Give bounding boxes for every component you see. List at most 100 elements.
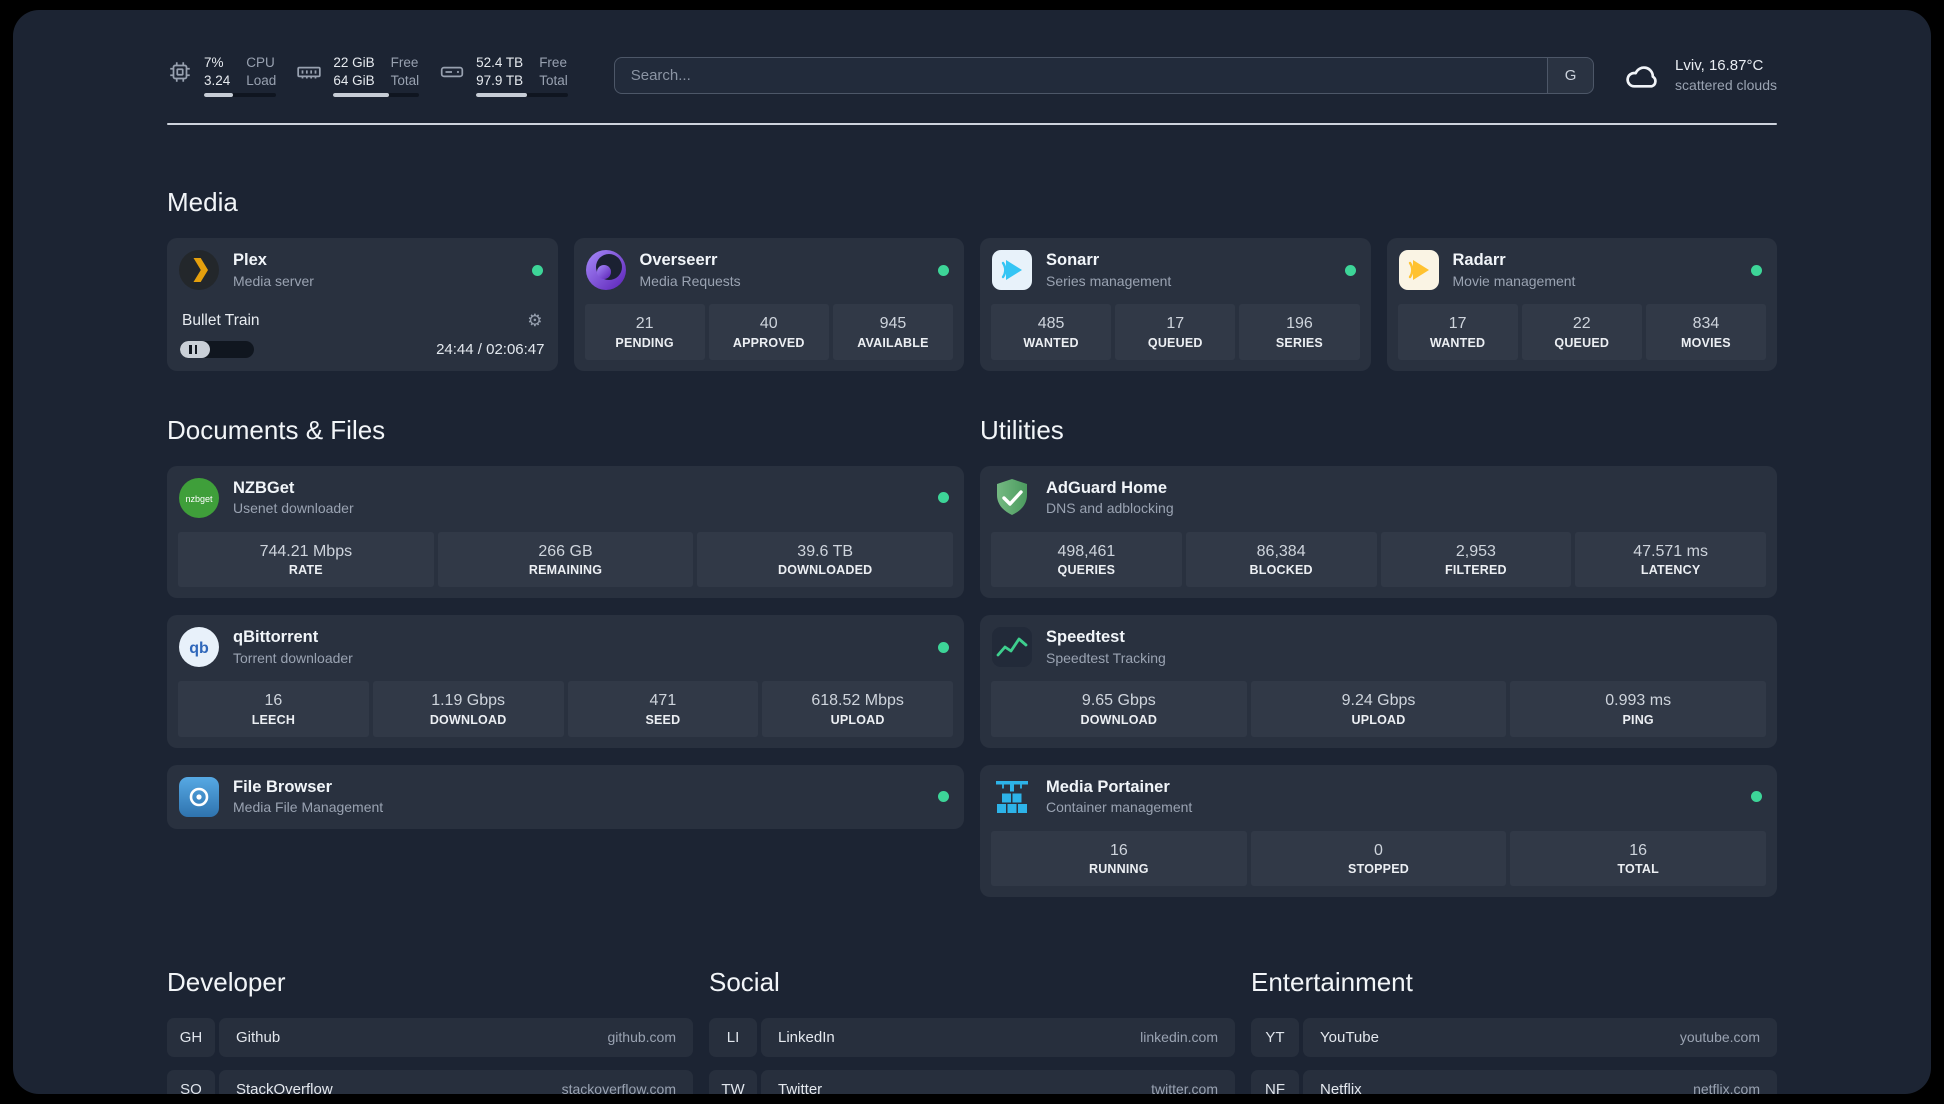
stat-label: QUERIES [1057, 563, 1116, 578]
service-subtitle: Media server [233, 272, 314, 289]
stat-value: 16 [1629, 841, 1648, 859]
weather-condition: scattered clouds [1675, 77, 1777, 94]
bookmark-name: LinkedIn [778, 1028, 835, 1046]
bookmark-name: Twitter [778, 1080, 823, 1094]
stat-tile: 16 RUNNING [991, 830, 1247, 886]
bookmark-link[interactable]: LinkedIn linkedin.com [761, 1017, 1235, 1057]
service-name: AdGuard Home [1046, 478, 1168, 497]
memory-icon [297, 66, 322, 79]
status-dot [938, 791, 949, 802]
cpu-load-label: Load [246, 72, 277, 88]
stat-value: 0.993 ms [1605, 692, 1672, 710]
service-name: Media Portainer [1046, 777, 1170, 796]
service-name: Sonarr [1046, 251, 1100, 270]
bookmark-abbr[interactable]: LI [709, 1017, 757, 1057]
bookmark-link[interactable]: Netflix netflix.com [1303, 1069, 1777, 1094]
stat-tile: 9.24 Gbps UPLOAD [1250, 681, 1507, 737]
stat-tile: 17 QUEUED [1115, 304, 1236, 360]
service-name: Speedtest [1046, 628, 1125, 647]
portainer-service-link[interactable]: Media Portainer Container management [991, 776, 1766, 818]
search-input[interactable] [614, 58, 1548, 94]
search-provider-button[interactable]: G [1547, 58, 1594, 94]
service-subtitle: Container management [1046, 799, 1193, 816]
stat-label: LATENCY [1640, 563, 1701, 578]
bookmark-link[interactable]: Github github.com [219, 1017, 693, 1057]
stat-tile: 40 APPROVED [708, 304, 829, 360]
section-title-entertainment: Entertainment [1251, 966, 1413, 997]
speedtest-service-link[interactable]: Speedtest Speedtest Tracking [991, 626, 1766, 668]
bookmark-abbr[interactable]: NF [1251, 1069, 1299, 1094]
memory-total-label: Total [390, 72, 420, 88]
bookmark-youtube: YT YouTube youtube.com [1251, 1017, 1777, 1057]
stat-value: 22 [1572, 315, 1591, 333]
stat-tile: 0.993 ms PING [1510, 681, 1767, 737]
card-radarr: Radarr Movie management 17 WANTED 22 QUE… [1386, 238, 1777, 371]
section-title-utilities: Utilities [980, 414, 1064, 445]
card-sonarr: Sonarr Series management 485 WANTED 17 Q… [980, 238, 1371, 371]
card-filebrowser: File Browser Media File Management [167, 764, 964, 829]
stat-value: 266 GB [538, 542, 593, 560]
bookmark-url: youtube.com [1679, 1029, 1760, 1046]
stat-label: DOWNLOADED [778, 563, 873, 578]
stat-value: 17 [1166, 315, 1185, 333]
sonarr-service-link[interactable]: Sonarr Series management [991, 249, 1360, 291]
qbittorrent-service-link[interactable]: qb qBittorrent Torrent downloader [178, 626, 953, 668]
bookmark-link[interactable]: Twitter twitter.com [761, 1069, 1235, 1094]
bookmark-abbr[interactable]: GH [167, 1017, 215, 1057]
filebrowser-service-link[interactable]: File Browser Media File Management [178, 776, 953, 818]
bookmark-abbr[interactable]: TW [709, 1069, 757, 1094]
stat-tile: 1.19 Gbps DOWNLOAD [372, 681, 564, 737]
bookmark-link[interactable]: StackOverflow stackoverflow.com [219, 1069, 693, 1094]
card-adguard: AdGuard Home DNS and adblocking 498,461 … [980, 465, 1777, 599]
disk-icon [440, 66, 464, 78]
pause-icon [189, 344, 197, 354]
stat-label: PING [1622, 712, 1654, 727]
status-dot [1344, 264, 1356, 276]
stat-value: 618.52 Mbps [811, 692, 904, 710]
disk-free-value: 52.4 TB [476, 55, 524, 70]
service-subtitle: Media Requests [639, 272, 741, 289]
stat-tile: 47.571 ms LATENCY [1575, 531, 1766, 588]
stat-value: 498,461 [1057, 542, 1116, 560]
service-subtitle: Media File Management [233, 799, 384, 816]
overseerr-service-link[interactable]: Overseerr Media Requests [585, 249, 954, 291]
status-dot [938, 641, 949, 653]
status-dot [938, 492, 949, 504]
stat-tile: 21 PENDING [584, 304, 705, 360]
stat-label: SEED [645, 712, 681, 727]
settings-gear-icon[interactable]: ⚙ [527, 311, 543, 331]
stat-tile: 196 SERIES [1239, 304, 1360, 360]
stat-label: REMAINING [528, 563, 603, 578]
stat-label: UPLOAD [1351, 712, 1406, 727]
service-name: Radarr [1452, 251, 1506, 270]
card-overseerr: Overseerr Media Requests 21 PENDING 40 A… [573, 238, 964, 371]
service-name: Overseerr [639, 251, 718, 270]
radarr-icon [1398, 250, 1439, 291]
stat-value: 86,384 [1256, 542, 1306, 560]
stat-tile: 618.52 Mbps UPLOAD [762, 681, 953, 737]
bookmark-link[interactable]: YouTube youtube.com [1303, 1017, 1777, 1057]
stat-value: 17 [1448, 315, 1467, 333]
nzbget-service-link[interactable]: nzbget NZBGet Usenet downloader [178, 477, 953, 519]
bookmark-abbr[interactable]: YT [1251, 1017, 1299, 1057]
portainer-icon [996, 780, 1028, 813]
radarr-service-link[interactable]: Radarr Movie management [1398, 249, 1767, 291]
bookmark-abbr[interactable]: SO [167, 1069, 215, 1094]
service-subtitle: Movie management [1452, 272, 1576, 289]
search-bar: G [613, 57, 1595, 95]
stat-label: QUEUED [1554, 335, 1610, 350]
stat-value: 471 [649, 692, 677, 710]
stat-label: UPLOAD [830, 712, 885, 727]
adguard-service-link[interactable]: AdGuard Home DNS and adblocking [991, 477, 1766, 519]
stat-tile: 744.21 Mbps RATE [178, 531, 434, 588]
plex-service-link[interactable]: Plex Media server [178, 249, 547, 291]
stat-label: DOWNLOAD [429, 712, 507, 727]
dashboard-app: 7% 3.24 CPU Load [13, 10, 1931, 1094]
stat-label: FILTERED [1444, 563, 1507, 578]
stat-tile: 485 WANTED [991, 304, 1112, 360]
bookmark-name: Github [236, 1028, 281, 1046]
sonarr-icon [992, 250, 1032, 291]
playback-time: 24:44 / 02:06:47 [436, 340, 545, 358]
service-subtitle: Speedtest Tracking [1046, 649, 1166, 666]
section-documents: Documents & Files nzbget NZBGet Usenet d… [167, 415, 964, 829]
